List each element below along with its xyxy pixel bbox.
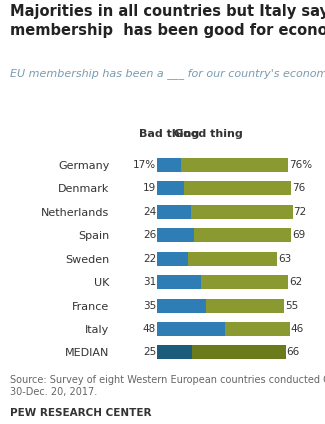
- Bar: [192, 346, 286, 360]
- Text: 72: 72: [293, 207, 307, 217]
- Text: 69: 69: [292, 230, 305, 240]
- Bar: [157, 346, 192, 360]
- Text: 48: 48: [143, 324, 156, 334]
- Bar: [157, 251, 188, 266]
- Text: 22: 22: [143, 254, 156, 264]
- Text: Majorities in all countries but Italy say EU
membership  has been good for econo: Majorities in all countries but Italy sa…: [10, 4, 325, 38]
- Bar: [157, 322, 225, 336]
- Text: 76%: 76%: [289, 160, 312, 170]
- Text: 62: 62: [289, 277, 303, 287]
- Text: 63: 63: [278, 254, 291, 264]
- Text: 35: 35: [143, 301, 156, 310]
- Text: 55: 55: [285, 301, 298, 310]
- Text: Good thing: Good thing: [174, 129, 242, 139]
- Text: 19: 19: [143, 183, 156, 193]
- Text: 25: 25: [143, 347, 156, 357]
- Bar: [194, 228, 291, 242]
- Text: 17%: 17%: [133, 160, 156, 170]
- Bar: [201, 275, 288, 289]
- Text: 24: 24: [143, 207, 156, 217]
- Text: 26: 26: [143, 230, 156, 240]
- Text: 31: 31: [143, 277, 156, 287]
- Text: PEW RESEARCH CENTER: PEW RESEARCH CENTER: [10, 408, 151, 418]
- Bar: [184, 181, 291, 195]
- Text: Source: Survey of eight Western European countries conducted Oct.
30-Dec. 20, 20: Source: Survey of eight Western European…: [10, 375, 325, 397]
- Text: 76: 76: [292, 183, 305, 193]
- Text: 46: 46: [291, 324, 304, 334]
- Bar: [157, 228, 194, 242]
- Bar: [157, 298, 206, 312]
- Bar: [191, 205, 293, 219]
- Bar: [157, 275, 201, 289]
- Bar: [157, 158, 181, 172]
- Text: EU membership has been a ___ for our country's economy: EU membership has been a ___ for our cou…: [10, 68, 325, 79]
- Text: Bad thing: Bad thing: [138, 129, 199, 139]
- Bar: [225, 322, 290, 336]
- Bar: [157, 205, 191, 219]
- Bar: [181, 158, 288, 172]
- Bar: [188, 251, 277, 266]
- Bar: [206, 298, 284, 312]
- Text: 66: 66: [286, 347, 300, 357]
- Bar: [157, 181, 184, 195]
